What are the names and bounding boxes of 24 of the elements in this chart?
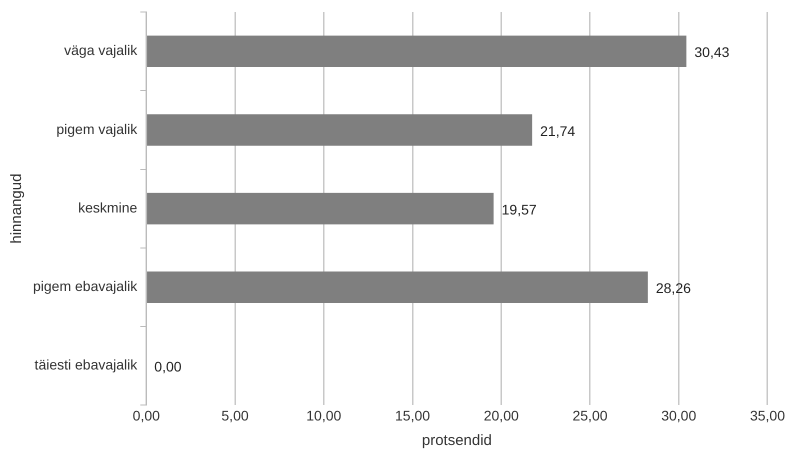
x-tick-label: 0,00: [132, 407, 160, 424]
y-tick-label: täiesti ebavajalik: [34, 356, 138, 373]
y-tick-label: pigem ebavajalik: [32, 278, 138, 294]
data-label: 30,43: [694, 44, 730, 60]
y-tick-label: keskmine: [78, 199, 138, 216]
x-tick-label: 5,00: [221, 407, 249, 424]
bar: [147, 36, 686, 68]
data-label: 0,00: [154, 358, 182, 375]
y-tick-label: väga vajalik: [64, 42, 138, 58]
data-label: 28,26: [656, 280, 692, 296]
bar: [147, 272, 648, 303]
y-tick-label: pigem vajalik: [56, 120, 138, 137]
x-tick-label: 35,00: [750, 407, 786, 424]
bar: [147, 114, 532, 146]
x-tick-label: 25,00: [572, 407, 608, 424]
x-tick-label: 10,00: [306, 407, 342, 424]
x-axis-title: protsendid: [422, 432, 492, 450]
y-axis-title: hinnangud: [8, 174, 26, 244]
data-label: 19,57: [502, 201, 537, 218]
x-tick-label: 15,00: [394, 407, 430, 424]
x-tick-label: 30,00: [661, 407, 696, 424]
data-label: 21,74: [540, 122, 576, 139]
x-tick-label: 20,00: [484, 407, 519, 424]
bar: [147, 192, 494, 224]
